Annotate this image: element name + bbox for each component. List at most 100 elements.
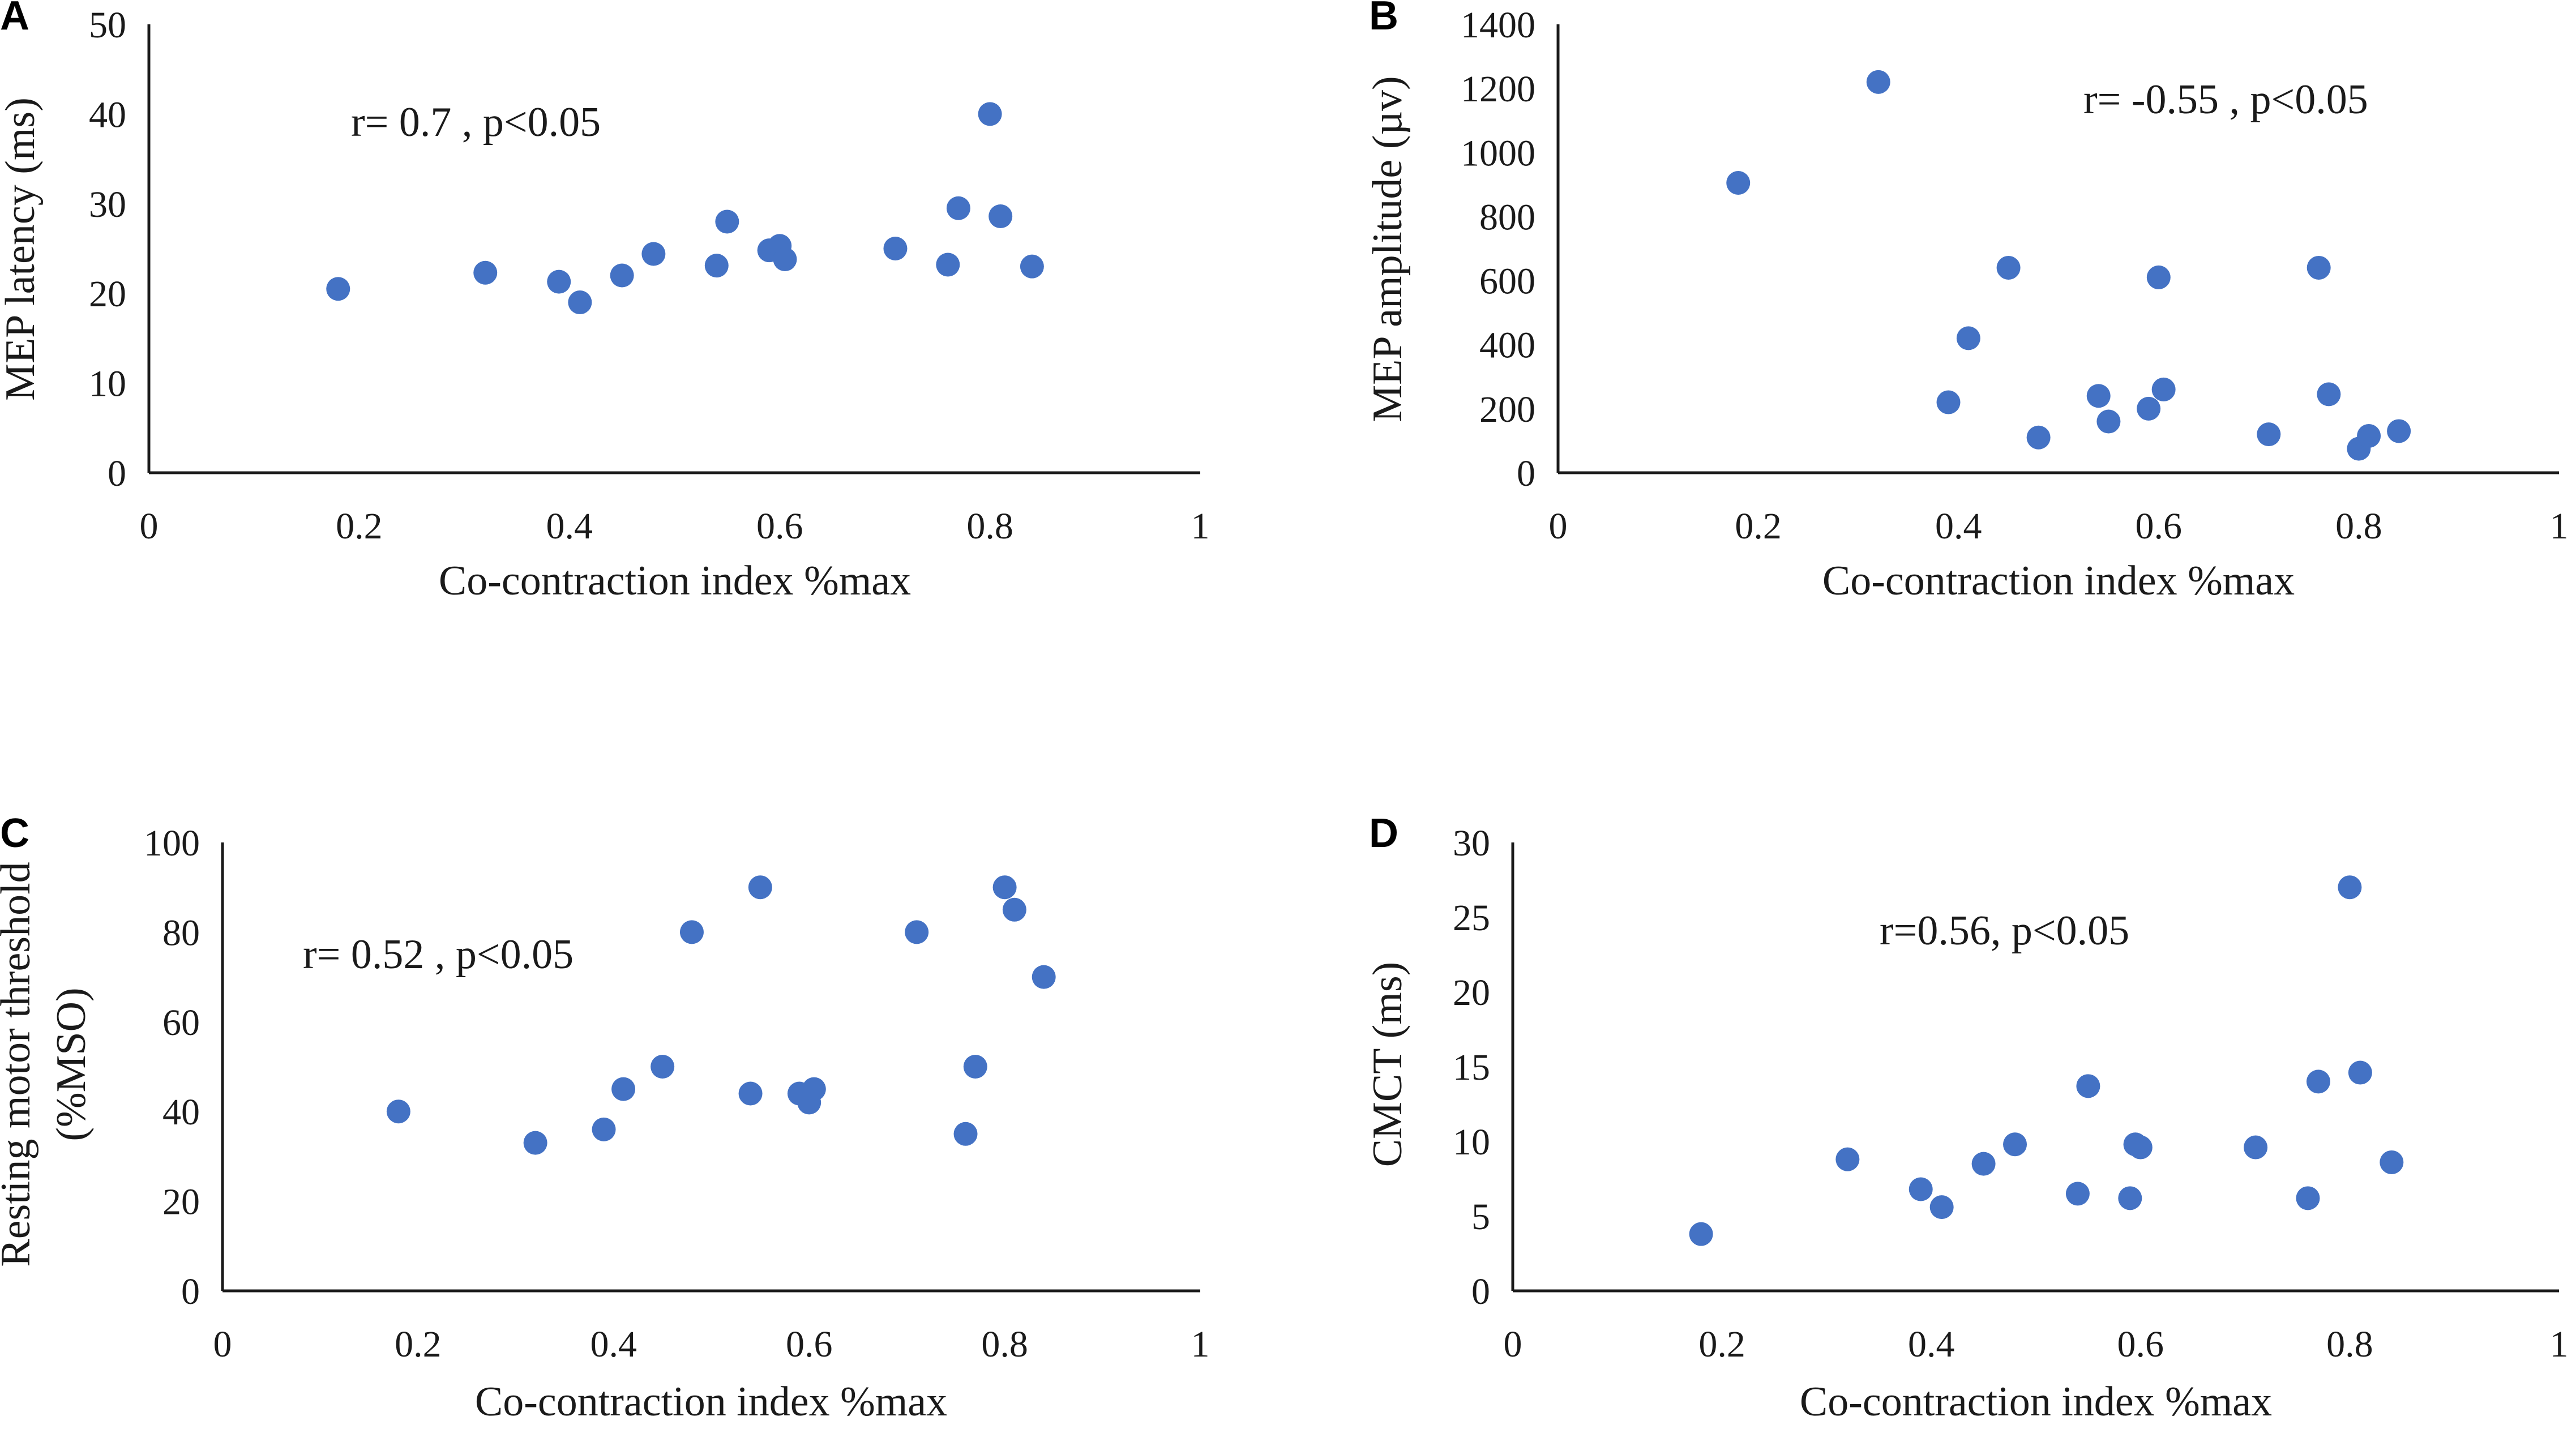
y-tick-label: 80: [162, 912, 200, 953]
data-point: [2128, 1135, 2153, 1160]
data-point: [610, 263, 634, 288]
y-tick-label: 0: [1471, 1271, 1490, 1312]
x-tick-label: 1: [2550, 1324, 2569, 1365]
data-point: [641, 242, 666, 266]
x-tick-label: 0.2: [395, 1324, 442, 1365]
x-tick-label: 0.4: [1908, 1324, 1955, 1365]
data-point: [2146, 265, 2171, 289]
data-point: [963, 1055, 987, 1079]
correlation-annotation: r= 0.52 , p<0.05: [303, 931, 574, 978]
y-tick-label: 0: [1517, 453, 1535, 494]
data-point: [905, 920, 929, 944]
y-axis-label: MEP amplitude (µv): [1364, 76, 1411, 422]
x-tick-label: 0.4: [590, 1324, 637, 1365]
panel-label: B: [1369, 0, 1398, 38]
y-tick-label: 30: [1453, 823, 1490, 864]
panel-label: A: [0, 0, 29, 38]
data-point: [2317, 382, 2341, 407]
data-point: [547, 269, 571, 294]
data-point: [611, 1077, 636, 1101]
y-tick-label: 40: [162, 1092, 200, 1133]
data-point: [1929, 1195, 1954, 1220]
data-point: [2076, 1074, 2100, 1098]
data-point: [1726, 171, 1751, 195]
data-point: [2151, 377, 2176, 401]
data-point: [2086, 384, 2111, 408]
data-point: [2387, 419, 2411, 443]
y-tick-label: 20: [162, 1182, 200, 1223]
y-axis-label: Resting motor threshold: [0, 862, 39, 1267]
data-point: [802, 1077, 826, 1101]
x-tick-label: 0: [1549, 506, 1568, 547]
y-tick-label: 1200: [1461, 69, 1535, 110]
correlation-annotation: r=0.56, p<0.05: [1880, 908, 2129, 954]
data-point: [953, 1122, 978, 1146]
y-tick-label: 100: [144, 823, 200, 864]
data-point: [568, 290, 592, 315]
x-tick-label: 0.8: [2335, 506, 2382, 547]
y-tick-label: 40: [89, 94, 126, 135]
y-axis-label: CMCT (ms): [1364, 962, 1411, 1167]
x-tick-label: 1: [2550, 506, 2569, 547]
y-tick-label: 0: [108, 453, 126, 494]
x-tick-label: 0.6: [2136, 506, 2183, 547]
data-point: [2306, 1069, 2330, 1094]
x-tick-label: 0: [213, 1324, 232, 1365]
data-point: [651, 1055, 675, 1079]
data-point: [1956, 326, 1980, 350]
y-tick-label: 30: [89, 184, 126, 225]
y-tick-label: 25: [1453, 897, 1490, 939]
data-point: [2257, 422, 2281, 447]
data-point: [2003, 1132, 2027, 1157]
x-tick-label: 0.4: [546, 506, 593, 547]
panel-label: D: [1369, 811, 1398, 856]
x-tick-label: 1: [1191, 506, 1210, 547]
x-axis-label: Co-contraction index %max: [439, 558, 911, 604]
data-point: [748, 875, 772, 900]
data-point: [2118, 1186, 2142, 1210]
x-tick-label: 1: [1191, 1324, 1210, 1365]
y-tick-label: 50: [89, 5, 126, 46]
y-axis-label: MEP latency (ms): [0, 97, 44, 401]
data-point: [2348, 1060, 2372, 1085]
data-point: [1996, 255, 2021, 280]
data-point: [946, 196, 970, 220]
y-tick-label: 400: [1479, 325, 1535, 366]
data-point: [326, 277, 350, 301]
x-tick-label: 0.6: [756, 506, 803, 547]
data-point: [773, 247, 797, 272]
y-tick-label: 200: [1479, 389, 1535, 430]
data-point: [2307, 255, 2331, 280]
y-tick-label: 1000: [1461, 132, 1535, 174]
y-tick-label: 20: [1453, 972, 1490, 1013]
data-point: [1971, 1152, 1996, 1176]
x-axis-label: Co-contraction index %max: [1800, 1379, 2272, 1425]
data-point: [2357, 423, 2381, 448]
x-tick-label: 0.8: [966, 506, 1013, 547]
data-point: [1909, 1177, 1933, 1201]
data-point: [2096, 409, 2121, 434]
data-point: [738, 1081, 763, 1106]
data-point: [978, 102, 1002, 126]
data-point: [523, 1131, 547, 1155]
data-point: [936, 253, 960, 277]
data-point: [1936, 390, 1961, 414]
x-tick-label: 0.2: [1698, 1324, 1745, 1365]
panel-label: C: [0, 811, 29, 856]
x-tick-label: 0.8: [2326, 1324, 2373, 1365]
y-tick-label: 60: [162, 1002, 200, 1043]
data-point: [883, 237, 908, 260]
data-point: [1002, 897, 1026, 922]
x-tick-label: 0.2: [336, 506, 383, 547]
y-tick-label: 800: [1479, 196, 1535, 238]
x-tick-label: 0.6: [786, 1324, 833, 1365]
y-tick-label: 15: [1453, 1047, 1490, 1088]
x-tick-label: 0.2: [1735, 506, 1782, 547]
y-tick-label: 0: [181, 1271, 200, 1312]
data-point: [1866, 70, 1890, 94]
data-point: [1020, 254, 1044, 279]
y-tick-label: 5: [1471, 1196, 1490, 1238]
y-tick-label: 10: [1453, 1122, 1490, 1163]
x-tick-label: 0.6: [2117, 1324, 2164, 1365]
